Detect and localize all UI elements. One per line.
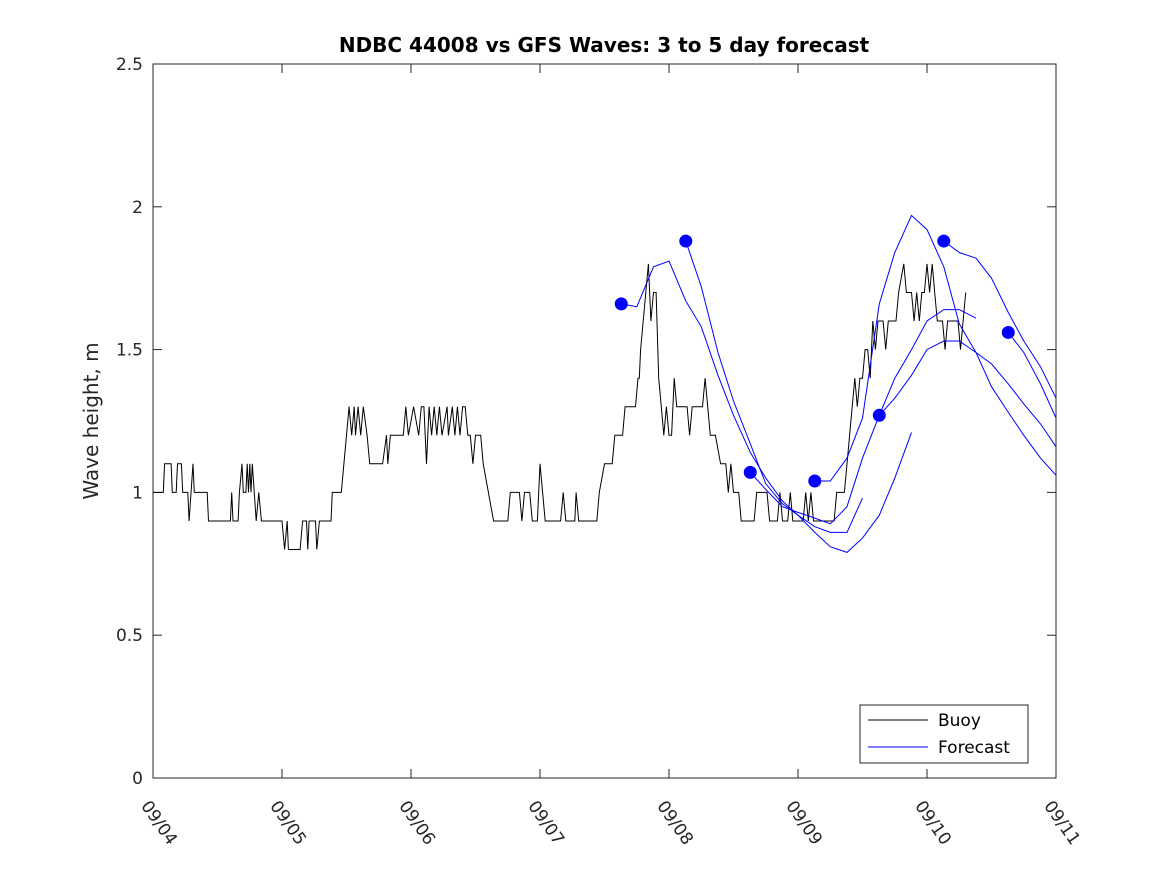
forecast-series-line-4 xyxy=(814,214,1057,482)
buoy-series-line xyxy=(153,263,967,550)
legend: Buoy Forecast xyxy=(859,704,1029,764)
y-tick-label: 2 xyxy=(132,198,143,218)
plot-area xyxy=(153,64,1056,778)
chart-title: NDBC 44008 vs GFS Waves: 3 to 5 day fore… xyxy=(339,33,870,57)
forecast-series-line-6 xyxy=(943,240,1057,399)
y-tick-label: 1 xyxy=(132,483,143,503)
forecast-series-line-2 xyxy=(685,240,863,533)
series-layer xyxy=(153,214,1057,553)
y-axis: 0 0.5 1 1.5 2 2.5 xyxy=(116,55,1056,789)
plot-frame xyxy=(152,63,1057,779)
forecast-start-marker xyxy=(937,234,951,248)
y-tick-label: 2.5 xyxy=(116,55,143,75)
legend-box xyxy=(859,704,1029,764)
forecast-start-marker xyxy=(1001,325,1015,339)
forecast-series-line-1 xyxy=(621,260,912,553)
y-tick-label: 0 xyxy=(132,769,143,789)
forecast-series-line-5 xyxy=(878,340,1057,447)
y-axis-label: Wave height, m xyxy=(79,342,103,499)
legend-forecast-label: Forecast xyxy=(938,738,1010,758)
forecast-start-marker xyxy=(808,474,822,488)
forecast-series-line-3 xyxy=(749,309,977,525)
y-tick-label: 1.5 xyxy=(116,341,143,361)
legend-buoy-label: Buoy xyxy=(938,711,981,731)
forecast-start-marker xyxy=(614,297,628,311)
y-tick-label: 0.5 xyxy=(116,626,143,646)
forecast-series-line-7 xyxy=(1007,332,1057,419)
forecast-start-marker xyxy=(679,234,693,248)
forecast-start-marker xyxy=(743,465,757,479)
forecast-start-marker xyxy=(872,408,886,422)
